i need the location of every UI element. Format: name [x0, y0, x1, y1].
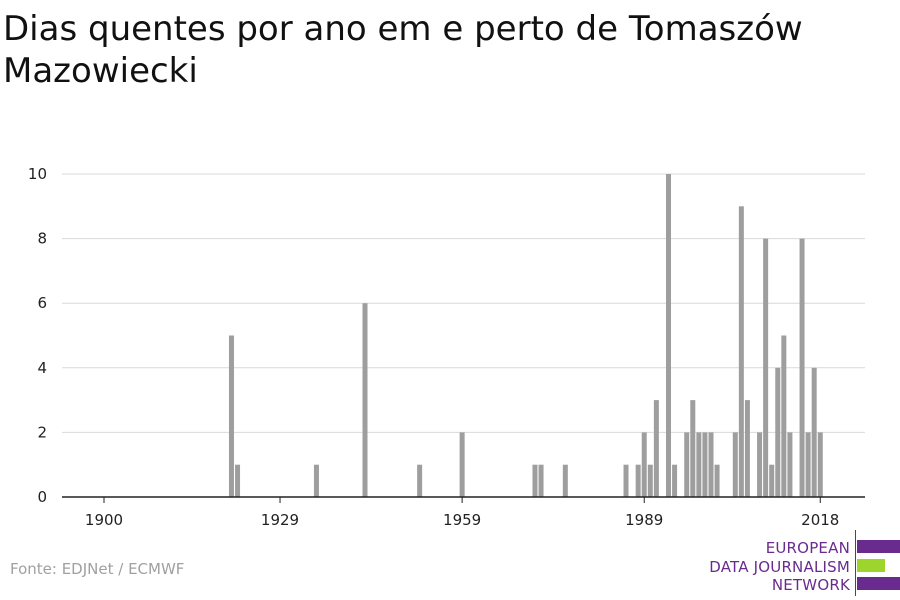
y-tick-labels: 0 2 4 6 8 10: [28, 165, 47, 506]
bar: [653, 400, 659, 497]
logo-line-3: NETWORK: [771, 576, 850, 594]
bar: [562, 464, 568, 497]
bar: [732, 432, 738, 497]
x-tick-label: 1959: [443, 511, 481, 529]
bar-series: [228, 174, 823, 498]
x-tick-label: 1929: [261, 511, 299, 529]
bar: [696, 432, 702, 497]
bar: [235, 464, 241, 497]
bar: [666, 174, 672, 497]
bar: [313, 464, 319, 497]
logo-bar-middle: [857, 559, 885, 572]
y-tick-label: 4: [37, 359, 47, 377]
bar: [738, 206, 744, 498]
bar: [811, 367, 817, 497]
bar: [781, 335, 787, 497]
bar: [805, 432, 811, 497]
bar: [532, 464, 538, 497]
bar: [623, 464, 629, 497]
logo-bar-bottom: [857, 577, 900, 590]
bar: [702, 432, 708, 497]
bar: [744, 400, 750, 497]
y-tick-label: 8: [37, 230, 47, 248]
bar-chart: 0 2 4 6 8 10 1900 1929 1959 1989 2018: [28, 165, 865, 529]
x-tick-label: 2018: [801, 511, 839, 529]
bar: [757, 432, 763, 497]
bar: [417, 464, 423, 497]
x-tick-label: 1989: [625, 511, 663, 529]
bar: [641, 432, 647, 497]
bar: [775, 367, 781, 497]
bar: [647, 464, 653, 497]
x-tick-labels: 1900 1929 1959 1989 2018: [85, 511, 839, 529]
source-note: Fonte: EDJNet / ECMWF: [10, 560, 185, 578]
logo-bar-top: [857, 540, 900, 553]
y-tick-label: 2: [37, 423, 47, 441]
y-tick-label: 0: [37, 488, 47, 506]
bar: [799, 238, 805, 497]
logo-line-2: DATA JOURNALISM: [709, 558, 850, 576]
bar: [538, 464, 544, 497]
gridlines: [62, 173, 865, 433]
bar: [690, 400, 696, 497]
bar: [228, 335, 234, 497]
bar: [769, 464, 775, 497]
bar: [714, 464, 720, 497]
bar: [362, 303, 368, 497]
bar: [787, 432, 793, 497]
bar: [817, 432, 823, 497]
logo-divider: [855, 530, 856, 596]
y-tick-label: 6: [37, 294, 47, 312]
chart-title: Dias quentes por ano em e perto de Tomas…: [3, 9, 803, 91]
y-tick-label: 10: [28, 165, 47, 183]
bar: [763, 238, 769, 497]
bar: [459, 432, 465, 497]
logo-line-1: EUROPEAN: [765, 539, 850, 557]
bar: [708, 432, 714, 497]
x-tick-label: 1900: [85, 511, 123, 529]
bar: [684, 432, 690, 497]
edjnet-logo: EUROPEAN DATA JOURNALISM NETWORK: [700, 530, 900, 596]
axes: [62, 496, 865, 503]
bar: [635, 464, 641, 497]
bar: [672, 464, 678, 497]
